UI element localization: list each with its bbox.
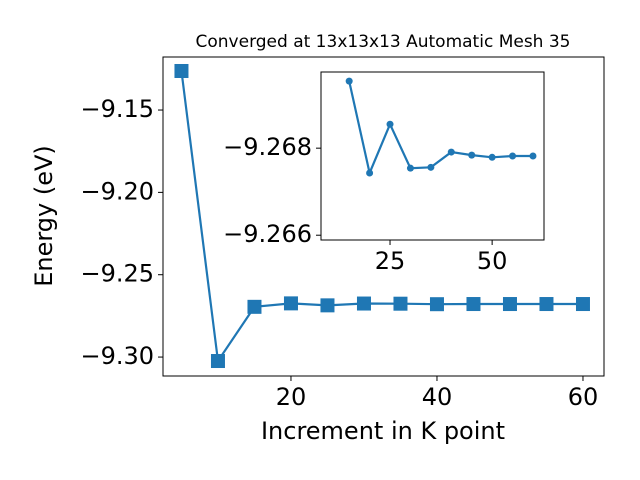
marker — [345, 77, 353, 85]
marker — [575, 297, 590, 312]
marker — [247, 299, 262, 314]
marker — [427, 163, 435, 171]
marker — [509, 152, 517, 160]
marker — [174, 63, 189, 78]
marker — [320, 298, 335, 313]
marker — [210, 354, 225, 369]
x-tick-label: 50 — [477, 247, 508, 275]
marker — [429, 297, 444, 312]
marker — [393, 296, 408, 311]
marker — [488, 153, 496, 161]
x-tick-label: 60 — [568, 383, 599, 411]
marker — [468, 151, 476, 159]
x-axis-label: Increment in K point — [261, 417, 505, 445]
y-tick-label: −9.20 — [80, 177, 154, 205]
x-tick-label: 40 — [422, 383, 453, 411]
y-tick-label: −9.30 — [80, 342, 154, 370]
x-tick-label: 20 — [276, 383, 307, 411]
y-tick-label: −9.25 — [80, 260, 154, 288]
series-line — [348, 80, 533, 177]
marker — [529, 152, 537, 160]
x-tick-label: 25 — [375, 247, 406, 275]
marker — [502, 297, 517, 312]
marker — [539, 297, 554, 312]
y-tick-label: −9.268 — [223, 133, 312, 161]
y-tick-label: −9.15 — [80, 95, 154, 123]
marker — [366, 169, 374, 177]
marker — [283, 296, 298, 311]
marker — [386, 120, 394, 128]
marker — [356, 296, 371, 311]
y-tick-label: −9.266 — [223, 220, 312, 248]
chart-title: Converged at 13x13x13 Automatic Mesh 35 — [196, 32, 571, 52]
marker — [406, 164, 414, 172]
y-axis-label: Energy (eV) — [30, 145, 58, 287]
marker — [447, 148, 455, 156]
marker — [466, 297, 481, 312]
